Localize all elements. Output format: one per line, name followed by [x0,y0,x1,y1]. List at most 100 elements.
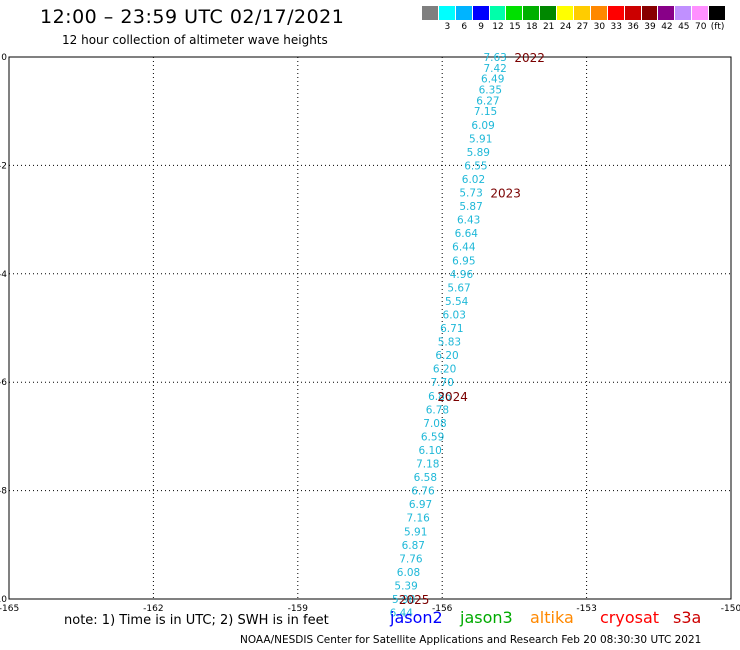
data-label: 6.97 [409,499,432,511]
colorbar-swatch [540,6,558,20]
colorbar-label: 21 [542,22,555,32]
data-label: 6.58 [414,472,437,484]
legend-sat-4: s3a [673,608,702,627]
colorbar-swatch [641,6,659,20]
colorbar-label: 18 [526,22,538,32]
data-label: 5.91 [469,133,492,145]
colorbar-label: (ft) [710,22,725,32]
legend-sat-0: jason2 [390,608,443,627]
data-label: 5.73 [459,188,482,200]
colorbar-label: 24 [559,22,572,32]
colorbar-swatch [557,6,575,20]
y-tick-label: -10 [0,595,7,605]
legend-sat-3: cryosat [600,608,660,627]
chart-subtitle: 12 hour collection of altimeter wave hei… [62,33,328,47]
colorbar-swatch [624,6,642,20]
data-label: 6.35 [479,85,502,97]
data-label: 6.87 [402,540,425,552]
colorbar-label: 45 [678,22,690,32]
colorbar-swatch [709,6,727,20]
year-annotation: 2024 [437,390,468,404]
colorbar-label: 36 [627,22,639,32]
data-label: 6.08 [397,567,420,579]
data-label: 6.64 [455,228,479,240]
year-annotation: 2023 [490,187,521,201]
data-label: 5.83 [438,337,461,349]
data-label: 6.59 [421,431,444,443]
y-tick-label: 0 [1,53,7,63]
data-label: 6.86 [428,391,452,403]
colorbar-label: 12 [492,22,504,32]
data-label: 6.76 [411,486,435,498]
data-label: 6.20 [435,350,458,362]
colorbar-swatch [675,6,693,20]
colorbar-labels: 3 6 9 12 15 18 21 24 27 30 33 36 39 42 45 70 (ft) [422,22,726,32]
data-label: 7.76 [399,553,423,565]
colorbar-swatch [692,6,710,20]
data-label: 6.02 [462,174,485,186]
colorbar [422,6,727,20]
x-tick-label: -153 [576,604,596,614]
colorbar-label: 3 [444,22,451,32]
data-label: 5.91 [404,526,427,538]
colorbar-swatch [658,6,676,20]
data-label: 7.63 [483,52,506,64]
data-label: 6.09 [471,120,494,132]
y-tick-label: -6 [0,378,7,388]
x-tick-label: -162 [143,604,163,614]
data-label: 7.70 [431,377,454,389]
legend-sat-2: altika [530,608,574,627]
y-tick-label: -8 [0,487,7,497]
data-label: 5.89 [467,147,490,159]
data-label: 6.03 [443,309,466,321]
colorbar-label: 9 [478,22,484,32]
chart-title: 12:00 – 23:59 UTC 02/17/2021 [40,6,345,28]
data-label: 7.42 [483,63,506,75]
legend-sat-1: jason3 [460,608,513,627]
data-label: 5.87 [459,201,482,213]
data-label: 6.49 [481,74,504,86]
data-label: 4.96 [450,269,474,281]
data-label: 6.78 [426,404,449,416]
data-label: 6.10 [418,445,441,457]
data-label: 6.55 [464,160,487,172]
data-label: 6.27 [476,95,499,107]
data-label: 7.18 [416,459,439,471]
colorbar-label: 27 [576,22,589,32]
colorbar-label: 30 [593,22,606,32]
colorbar-swatch [455,6,473,20]
year-annotation: 2025 [399,593,430,607]
colorbar-label: 42 [661,22,673,32]
x-tick-label: -165 [0,604,19,614]
colorbar-label: 70 [694,22,707,32]
colorbar-label: 15 [509,22,521,32]
colorbar-swatch [523,6,541,20]
data-label: 5.54 [445,296,469,308]
data-label: 6.44 [452,242,476,254]
colorbar-swatch [574,6,591,20]
y-tick-label: -4 [0,270,7,280]
data-label: 6.71 [440,323,463,335]
data-label: 5.98 [392,594,415,606]
data-label: 5.67 [447,282,470,294]
data-label: 7.08 [423,418,446,430]
data-label: 6.43 [457,215,480,227]
colorbar-label: 33 [610,22,622,32]
colorbar-swatch [489,6,507,20]
data-label: 5.39 [394,580,417,592]
x-tick-label: -156 [432,604,453,614]
colorbar-label: 6 [461,22,468,32]
data-label: 7.15 [474,106,497,118]
colorbar-swatch [438,6,456,20]
colorbar-swatch [607,6,625,20]
footer-credit: NOAA/NESDIS Center for Satellite Applica… [240,634,702,646]
colorbar-label: 39 [644,22,656,32]
data-label: 7.16 [406,513,430,525]
data-label: 6.20 [433,364,456,376]
x-tick-label: -159 [288,604,309,614]
footer-note: note: 1) Time is in UTC; 2) SWH is in fe… [64,613,329,628]
data-label: 6.44 [390,608,414,620]
colorbar-swatch [422,6,439,20]
x-tick-label: -150 [721,604,740,614]
